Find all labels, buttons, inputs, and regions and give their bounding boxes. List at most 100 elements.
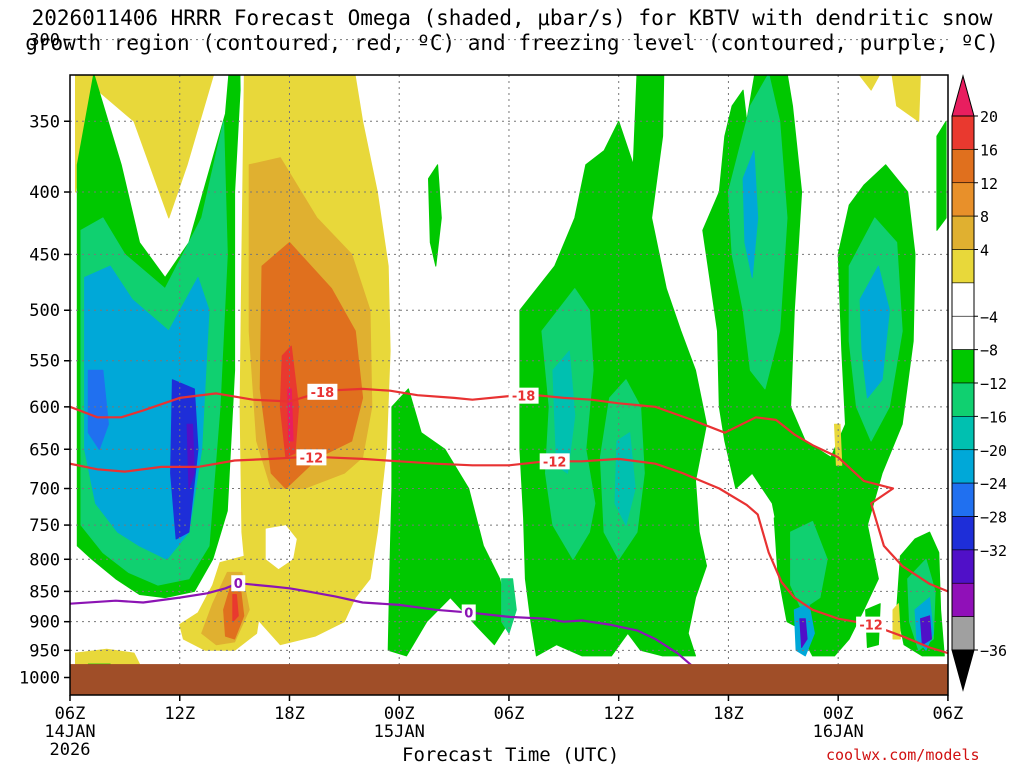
colorbar-bin-11 — [951, 482, 975, 517]
colorbar-bin-14 — [951, 582, 975, 617]
contour--12 — [70, 456, 948, 655]
colorbar-label-5: −4 — [980, 308, 998, 326]
colorbar-label-7: −12 — [980, 375, 1007, 393]
omega-region-35 — [859, 265, 890, 399]
x-tick-label-0: 06Z — [55, 704, 86, 724]
contour-label-bg-0-1 — [508, 387, 539, 404]
omega-region-19 — [232, 594, 239, 623]
contour-label-2-1: 0 — [464, 606, 473, 621]
colorbar-bottom-arrow — [951, 649, 975, 692]
colorbar-bin-3 — [951, 215, 975, 250]
omega-region-50 — [842, 0, 879, 22]
omega-region-37 — [790, 521, 828, 611]
colorbar-label-9: −20 — [980, 442, 1007, 460]
x-tick-label-2: 18Z — [274, 704, 305, 724]
contour-label-bg-2-1 — [461, 604, 476, 621]
omega-region-23 — [428, 164, 442, 267]
contour-label-bg-0-0 — [307, 383, 338, 400]
contour-label-bg-1-1 — [539, 453, 570, 470]
omega-region-9 — [170, 379, 199, 540]
colorbar-bin-10 — [951, 449, 975, 484]
colorbar-bin-4 — [951, 249, 975, 284]
y-tick-label-500: 500 — [29, 301, 60, 321]
x-tick-label-3: 00Z — [384, 704, 415, 724]
omega-region-3 — [183, 0, 205, 22]
colorbar-bin-7 — [951, 349, 975, 384]
colorbar-label-10: −24 — [980, 475, 1007, 493]
colorbar-label-6: −8 — [980, 342, 998, 360]
x-tick-year-0: 2026 — [50, 740, 91, 760]
colorbar-bin-1 — [951, 149, 975, 184]
contour-label-bg-1-0 — [296, 449, 327, 466]
y-tick-label-800: 800 — [29, 550, 60, 570]
y-tick-label-850: 850 — [29, 582, 60, 602]
colorbar-label-12: −32 — [980, 542, 1007, 560]
x-axis-label: Forecast Time (UTC) — [402, 744, 620, 766]
omega-region-8 — [87, 369, 109, 450]
y-tick-label-300: 300 — [29, 31, 60, 51]
omega-region-46 — [858, 75, 921, 122]
temperature-contours: -18 -18 -12 -12 -12 0 0 — [70, 383, 948, 667]
omega-region-34 — [742, 150, 759, 278]
colorbar-bin-12 — [951, 516, 975, 551]
colorbar-label-13: −36 — [980, 642, 1007, 660]
title-line-2: growth region (contoured, red, ºC) and f… — [25, 31, 999, 55]
y-tick-label-350: 350 — [29, 112, 60, 132]
contour-label-2-0: 0 — [234, 577, 243, 592]
colorbar-label-2: 12 — [980, 175, 998, 193]
y-tick-label-400: 400 — [29, 183, 60, 203]
omega-region-43 — [920, 615, 932, 646]
colorbar-bin-9 — [951, 416, 975, 451]
contour-label-0-0: -18 — [311, 386, 335, 401]
colorbar-top-arrow — [951, 74, 975, 117]
contour-label-bg-2-0 — [231, 575, 246, 592]
colorbar-bin-6 — [951, 315, 975, 350]
y-tick-label-450: 450 — [29, 245, 60, 265]
x-tick-label-5: 12Z — [603, 704, 634, 724]
omega-region-1 — [87, 0, 136, 74]
ground-fill — [70, 664, 948, 695]
x-tick-date-3: 15JAN — [374, 722, 425, 742]
chart-title: 2026011406 HRRR Forecast Omega (shaded, … — [0, 6, 1024, 56]
contour-label-1-1: -12 — [543, 455, 567, 470]
omega-neutral-region-0 — [265, 525, 297, 570]
x-tick-label-6: 18Z — [713, 704, 744, 724]
colorbar-label-1: 16 — [980, 141, 998, 159]
contour-label-bg-1-2 — [856, 616, 887, 633]
colorbar-label-4: 4 — [980, 242, 989, 260]
y-tick-label-1000: 1000 — [19, 669, 60, 689]
colorbar: 20 16 12 8 4 −4 −8 −12 −16 −20 −24 −28 −32 −36 — [951, 74, 1007, 692]
omega-region-4 — [189, 0, 198, 3]
colorbar-label-3: 8 — [980, 208, 989, 226]
contour--18 — [70, 387, 948, 593]
x-tick-label-8: 06Z — [933, 704, 964, 724]
x-tick-label-4: 06Z — [494, 704, 525, 724]
contour-label-1-2: -12 — [859, 619, 883, 634]
y-axis: 2503003504004505005506006507007508008509… — [19, 31, 70, 689]
y-tick-label-950: 950 — [29, 641, 60, 661]
contour-label-0-1: -18 — [512, 390, 536, 405]
omega-region-45 — [936, 120, 947, 231]
y-tick-label-550: 550 — [29, 352, 60, 372]
colorbar-label-0: 20 — [980, 108, 998, 126]
colorbar-label-8: −16 — [980, 408, 1007, 426]
y-tick-label-900: 900 — [29, 613, 60, 633]
y-tick-label-700: 700 — [29, 480, 60, 500]
y-tick-label-650: 650 — [29, 440, 60, 460]
colorbar-bin-5 — [951, 282, 975, 317]
x-tick-date-0: 14JAN — [44, 722, 95, 742]
colorbar-bin-2 — [951, 182, 975, 217]
contour-0 — [70, 582, 693, 667]
title-line-1: 2026011406 HRRR Forecast Omega (shaded, … — [31, 6, 993, 30]
colorbar-label-11: −28 — [980, 509, 1007, 527]
contour-label-1-0: -12 — [300, 451, 324, 466]
ground-band — [70, 664, 948, 695]
x-tick-label-1: 12Z — [164, 704, 195, 724]
y-tick-label-600: 600 — [29, 398, 60, 418]
credit-link[interactable]: coolwx.com/models — [826, 746, 980, 764]
y-tick-label-750: 750 — [29, 516, 60, 536]
colorbar-bin-8 — [951, 382, 975, 417]
colorbar-bin-15 — [951, 616, 975, 651]
